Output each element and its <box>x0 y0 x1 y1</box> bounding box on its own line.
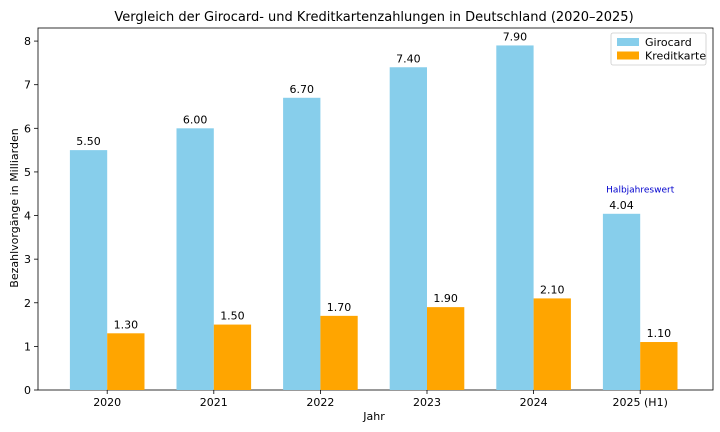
bar-kreditkarte <box>427 307 465 390</box>
bar-girocard <box>176 128 214 391</box>
data-label: 5.50 <box>76 135 101 148</box>
y-tick-label: 1 <box>24 340 31 353</box>
data-label: 1.90 <box>433 292 458 305</box>
x-axis-label: Jahr <box>362 410 385 423</box>
data-label: 1.50 <box>220 310 245 323</box>
data-label: 4.04 <box>609 199 634 212</box>
data-label: 6.70 <box>290 83 315 96</box>
y-tick-label: 7 <box>24 79 31 92</box>
x-tick-label: 2025 (H1) <box>613 396 668 409</box>
y-tick-label: 3 <box>24 253 31 266</box>
legend-label-kreditkarte: Kreditkarte <box>645 50 706 63</box>
x-tick-label: 2020 <box>93 396 121 409</box>
y-tick-label: 0 <box>24 384 31 397</box>
y-tick-label: 5 <box>24 166 31 179</box>
plot-area: 0 1 2 3 4 5 6 7 8 2020 5.50 1.30 2021 6.00 1.50 2022 6.7… <box>24 27 714 409</box>
data-label: 1.30 <box>114 318 139 331</box>
y-axis-label: Bezahlvorgänge in Milliarden <box>8 128 21 287</box>
data-label: 2.10 <box>540 283 565 296</box>
annotation-halbjahreswert: Halbjahreswert <box>606 185 675 195</box>
bar-girocard <box>602 213 641 390</box>
x-tick-label: 2021 <box>200 396 228 409</box>
y-tick-label: 6 <box>24 122 31 135</box>
legend-swatch-kreditkarte <box>617 51 639 60</box>
bar-girocard <box>69 150 108 390</box>
y-tick-label: 4 <box>24 210 31 223</box>
bar-kreditkarte <box>640 342 678 390</box>
legend-label-girocard: Girocard <box>645 36 692 49</box>
bar-kreditkarte <box>533 298 571 390</box>
bar-girocard <box>496 45 534 391</box>
data-label: 1.10 <box>647 327 672 340</box>
chart-title: Vergleich der Girocard- und Kreditkarten… <box>114 10 633 25</box>
data-label: 7.40 <box>396 52 421 65</box>
bar-girocard <box>389 67 427 390</box>
x-tick-label: 2024 <box>520 396 548 409</box>
plot-frame <box>37 27 714 391</box>
data-label: 7.90 <box>503 30 528 43</box>
bar-girocard <box>283 97 321 390</box>
legend-swatch-girocard <box>617 38 639 46</box>
y-tick-label: 8 <box>24 35 31 48</box>
data-label: 1.70 <box>327 301 352 314</box>
bar-kreditkarte <box>107 333 145 390</box>
y-tick-label: 2 <box>24 297 31 310</box>
x-tick-label: 2023 <box>413 396 441 409</box>
x-tick-label: 2022 <box>306 396 334 409</box>
bar-kreditkarte <box>213 324 252 390</box>
data-label: 6.00 <box>183 113 208 126</box>
bar-kreditkarte <box>320 315 358 390</box>
